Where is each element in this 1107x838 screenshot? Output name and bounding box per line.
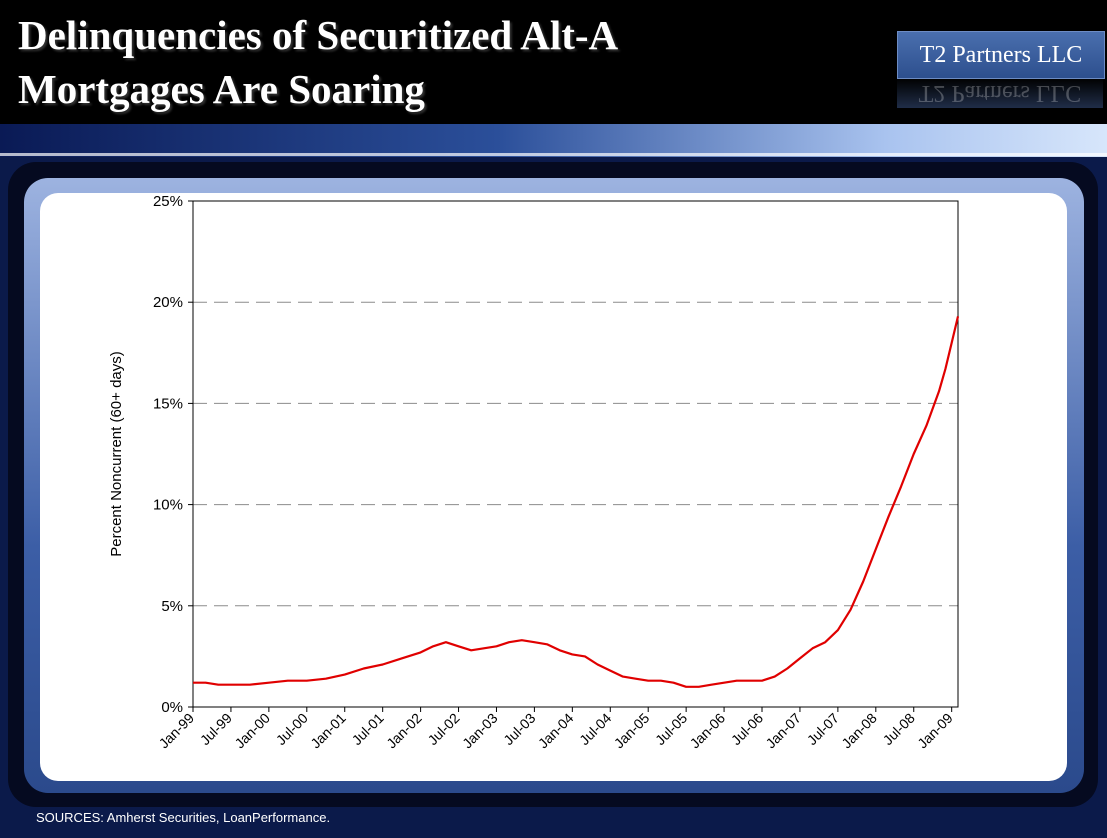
x-tick-label: Jan-00: [231, 710, 273, 752]
company-logo: T2 Partners LLC: [897, 31, 1105, 79]
plot-area: [192, 200, 959, 708]
y-tick-label: 20%: [153, 294, 183, 311]
x-tick-label: Jan-06: [687, 710, 729, 752]
x-tick-label: Jul-06: [728, 710, 766, 748]
x-tick-label: Jul-01: [349, 710, 387, 748]
band-divider: [0, 153, 1107, 156]
y-tick-label: 10%: [153, 497, 183, 514]
series-line: [193, 316, 960, 688]
slide-title: Delinquencies of Securitized Alt-A Mortg…: [18, 8, 618, 116]
x-tick-label: Jan-07: [762, 710, 804, 752]
x-tick-label: Jan-03: [459, 710, 501, 752]
title-bar: Delinquencies of Securitized Alt-A Mortg…: [0, 0, 1107, 124]
x-tick-label: Jul-02: [424, 710, 462, 748]
x-tick-label: Jan-09: [914, 710, 956, 752]
x-tick-label: Jan-08: [838, 710, 880, 752]
x-tick-label: Jul-00: [273, 710, 311, 748]
x-tick-label: Jan-02: [383, 710, 425, 752]
x-tick-label: Jul-99: [197, 710, 235, 748]
x-tick-label: Jul-05: [652, 710, 690, 748]
x-tick-label: Jul-08: [880, 710, 918, 748]
x-tick-label: Jan-04: [535, 710, 577, 752]
sources-note: SOURCES: Amherst Securities, LoanPerform…: [36, 810, 331, 825]
x-tick-label: Jul-04: [576, 710, 614, 748]
y-tick-label: 15%: [153, 395, 183, 412]
title-line-2: Mortgages Are Soaring: [18, 66, 425, 112]
y-tick-label: 0%: [161, 699, 183, 716]
y-axis-label: Percent Noncurrent (60+ days): [108, 351, 125, 557]
x-tick-label: Jan-01: [307, 710, 349, 752]
decorative-band: [0, 124, 1107, 157]
y-tick-label: 5%: [161, 598, 183, 615]
y-tick-label: 25%: [153, 193, 183, 210]
x-tick-label: Jul-07: [804, 710, 842, 748]
x-tick-label: Jan-05: [611, 710, 653, 752]
title-line-1: Delinquencies of Securitized Alt-A: [18, 12, 619, 58]
x-tick-label: Jul-03: [500, 710, 538, 748]
